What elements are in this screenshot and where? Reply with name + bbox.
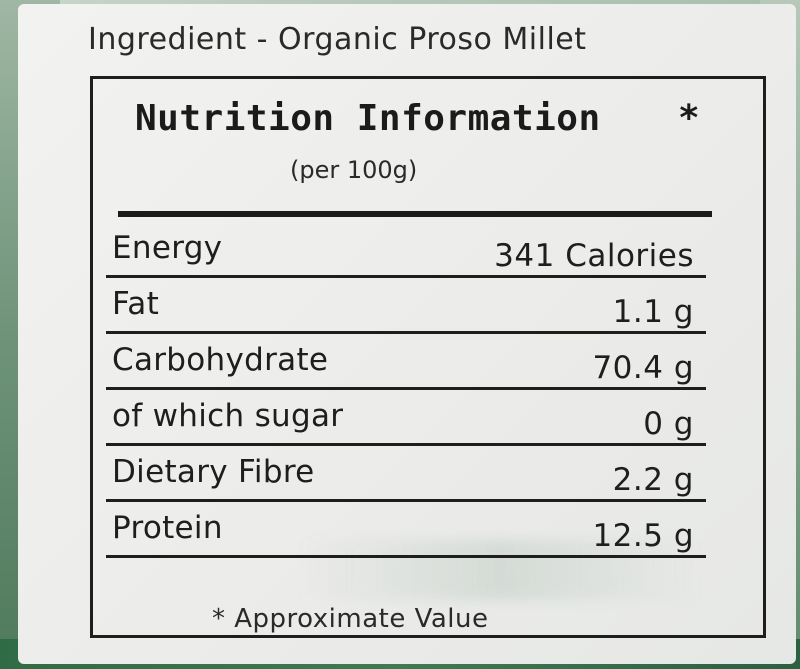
row-value: 70.4 g [592, 350, 694, 386]
row-label: Energy [112, 230, 223, 266]
row-divider [106, 555, 706, 558]
table-row-carbohydrate: Carbohydrate 70.4 g [106, 334, 706, 390]
table-row-fat: Fat 1.1 g [106, 278, 706, 334]
row-value: 1.1 g [612, 294, 694, 330]
per-serving-note: (per 100g) [290, 156, 418, 184]
background-print-shadow [300, 540, 700, 600]
ingredient-line: Ingredient - Organic Proso Millet [88, 22, 587, 57]
row-divider [106, 387, 706, 390]
nutrition-asterisk: * [678, 98, 700, 139]
row-divider [106, 499, 706, 502]
row-label: Fat [112, 286, 160, 322]
row-divider [106, 443, 706, 446]
row-label: Protein [112, 510, 223, 546]
row-divider [106, 275, 706, 278]
table-row-dietary-fibre: Dietary Fibre 2.2 g [106, 446, 706, 502]
row-divider [106, 331, 706, 334]
table-row-energy: Energy 341 Calories [106, 222, 706, 278]
table-top-rule [118, 211, 712, 217]
footnote: * Approximate Value [212, 604, 489, 634]
nutrition-box [90, 76, 766, 638]
table-row-sugar: of which sugar 0 g [106, 390, 706, 446]
row-value: 0 g [643, 406, 694, 442]
row-label: Dietary Fibre [112, 454, 315, 490]
row-label: of which sugar [112, 398, 344, 434]
table-row-protein: Protein 12.5 g [106, 502, 706, 558]
nutrition-title: Nutrition Information [135, 98, 601, 139]
row-label: Carbohydrate [112, 342, 329, 378]
row-value: 341 Calories [494, 238, 694, 274]
row-value: 2.2 g [612, 462, 694, 498]
label-sheet [18, 4, 796, 664]
row-value: 12.5 g [592, 518, 694, 554]
